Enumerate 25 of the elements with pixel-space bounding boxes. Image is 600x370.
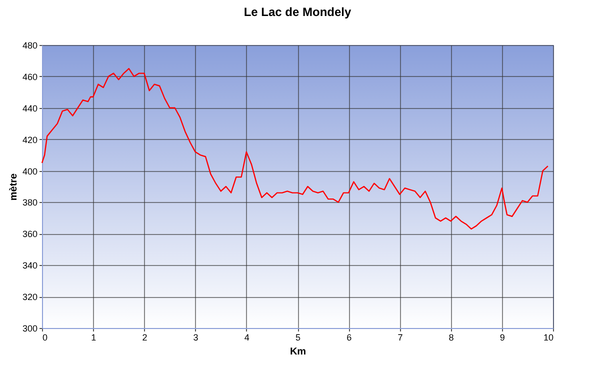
- x-tick-label: 0: [42, 332, 48, 342]
- x-tick-label: 3: [193, 332, 198, 342]
- y-tick-label: 320: [22, 292, 38, 302]
- x-tick-label: 1: [91, 332, 96, 342]
- x-tick-label: 5: [295, 332, 301, 342]
- x-tick-label: 6: [346, 332, 352, 342]
- chart-title: Le Lac de Mondely: [244, 5, 352, 19]
- x-tick-label: 10: [543, 332, 554, 342]
- x-axis-title: Km: [290, 346, 306, 358]
- x-tick-label: 4: [244, 332, 250, 342]
- y-tick-label: 440: [22, 103, 38, 114]
- y-tick-label: 480: [22, 40, 38, 50]
- x-tick-label: 7: [398, 332, 403, 342]
- y-tick-label: 360: [22, 229, 38, 240]
- x-tick-label: 8: [448, 332, 454, 342]
- y-tick-label: 420: [22, 134, 38, 145]
- line-series: [41, 68, 548, 230]
- x-tick-label: 2: [142, 332, 148, 342]
- y-tick-label: 460: [22, 72, 38, 82]
- x-tick-label: 9: [500, 332, 505, 342]
- y-tick-label: 400: [22, 166, 38, 176]
- y-tick-label: 300: [22, 324, 38, 334]
- y-axis-title: mètre: [8, 172, 20, 201]
- y-tick-label: 340: [22, 260, 38, 271]
- y-tick-label: 380: [22, 198, 38, 208]
